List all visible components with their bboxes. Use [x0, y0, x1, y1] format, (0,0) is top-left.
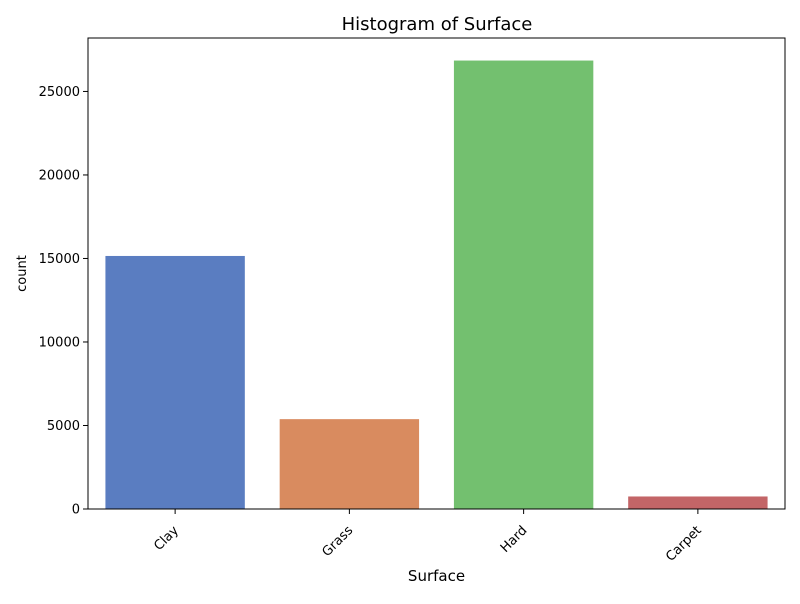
x-tick-label-grass: Grass: [319, 523, 356, 560]
y-tick-label: 10000: [39, 335, 80, 350]
y-axis: 0 5000 10000 15000 20000 25000: [39, 85, 88, 518]
x-tick-label-hard: Hard: [498, 523, 531, 556]
y-tick-label: 5000: [47, 419, 80, 434]
bar-carpet: [628, 496, 768, 509]
bar-grass: [279, 419, 420, 509]
x-axis-label: Surface: [408, 567, 465, 585]
chart-title: Histogram of Surface: [342, 14, 533, 35]
y-tick-label: 20000: [39, 168, 80, 183]
y-tick-label: 0: [72, 503, 80, 518]
y-tick-label: 25000: [39, 85, 80, 100]
x-tick-label-carpet: Carpet: [663, 523, 705, 565]
y-tick-label: 15000: [39, 252, 80, 267]
x-axis: Clay Grass Hard Carpet: [151, 509, 705, 565]
bar-hard: [453, 60, 594, 509]
plot-frame: [87, 37, 786, 510]
y-axis-label: count: [15, 255, 30, 292]
bars-group: [105, 60, 768, 509]
x-tick-label-clay: Clay: [151, 523, 182, 554]
bar-clay: [105, 255, 245, 509]
